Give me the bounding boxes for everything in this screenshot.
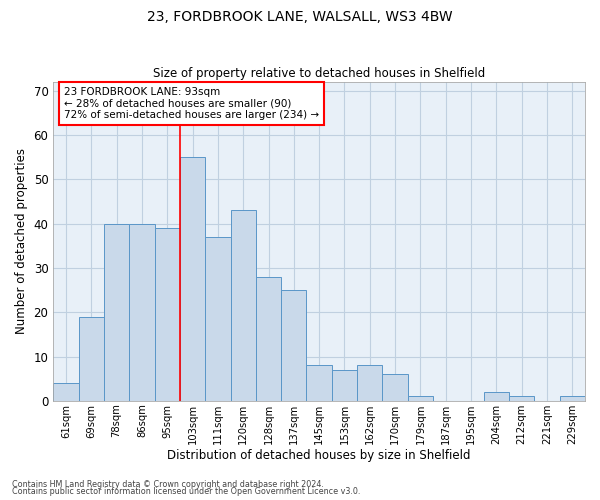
Bar [509, 396, 535, 401]
Bar [256, 277, 281, 401]
Text: 23, FORDBROOK LANE, WALSALL, WS3 4BW: 23, FORDBROOK LANE, WALSALL, WS3 4BW [147, 10, 453, 24]
Bar [230, 210, 256, 401]
Bar [332, 370, 357, 401]
Bar [155, 228, 180, 401]
Bar [560, 396, 585, 401]
Bar [79, 316, 104, 401]
Bar [357, 366, 382, 401]
Y-axis label: Number of detached properties: Number of detached properties [15, 148, 28, 334]
Bar [53, 383, 79, 401]
Bar [205, 237, 230, 401]
Bar [180, 158, 205, 401]
Bar [307, 366, 332, 401]
Bar [408, 396, 433, 401]
Text: Contains public sector information licensed under the Open Government Licence v3: Contains public sector information licen… [12, 487, 361, 496]
Bar [129, 224, 155, 401]
Bar [104, 224, 129, 401]
Text: Contains HM Land Registry data © Crown copyright and database right 2024.: Contains HM Land Registry data © Crown c… [12, 480, 324, 489]
Title: Size of property relative to detached houses in Shelfield: Size of property relative to detached ho… [153, 66, 485, 80]
Bar [281, 290, 307, 401]
Bar [484, 392, 509, 401]
Bar [382, 374, 408, 401]
X-axis label: Distribution of detached houses by size in Shelfield: Distribution of detached houses by size … [167, 450, 471, 462]
Text: 23 FORDBROOK LANE: 93sqm
← 28% of detached houses are smaller (90)
72% of semi-d: 23 FORDBROOK LANE: 93sqm ← 28% of detach… [64, 87, 319, 120]
